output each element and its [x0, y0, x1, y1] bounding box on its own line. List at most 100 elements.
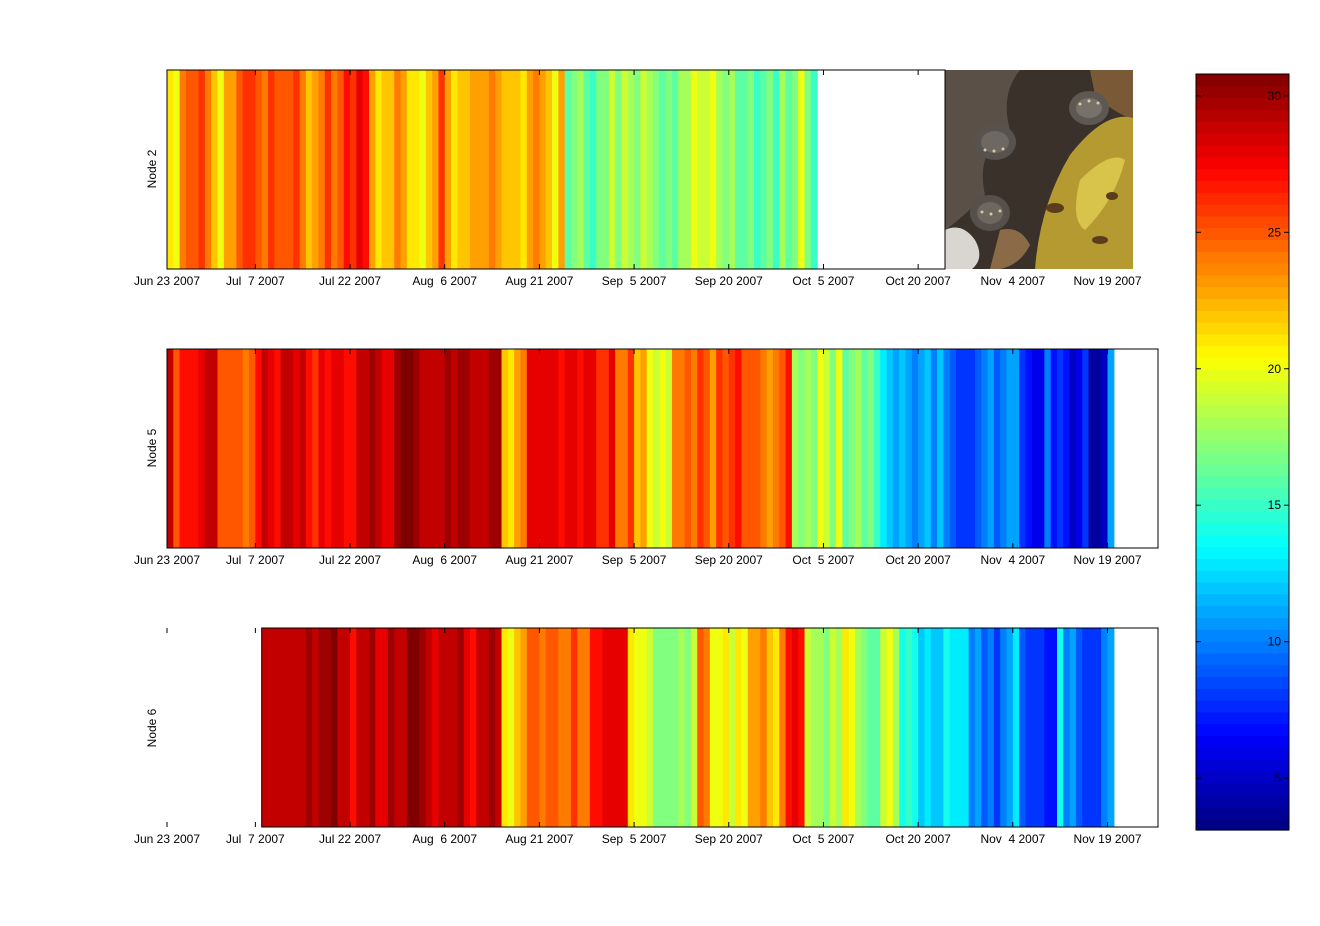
heatmap-cell: [760, 628, 768, 827]
heatmap-cell: [501, 349, 509, 548]
heatmap-cell: [507, 628, 515, 827]
heatmap-cell: [533, 349, 541, 548]
ylabel-node-2: Node 2: [145, 149, 159, 188]
heatmap-cell: [981, 349, 989, 548]
heatmap-cell: [337, 70, 345, 269]
heatmap-cell: [488, 628, 496, 827]
heatmap-cell: [249, 70, 256, 269]
heatmap-cell: [779, 70, 787, 269]
heatmap-cell: [526, 349, 534, 548]
colorbar-swatch: [1196, 263, 1289, 276]
heatmap-cell: [817, 349, 825, 548]
heatmap-cell: [558, 70, 566, 269]
heatmap-cell: [261, 349, 269, 548]
heatmap-cell: [1025, 349, 1033, 548]
heatmap-cell: [545, 628, 553, 827]
heatmap-cell: [375, 349, 383, 548]
colorbar-swatch: [1196, 215, 1289, 229]
heatmap-cells-node-6: [261, 628, 1115, 827]
heatmap-cell: [1050, 628, 1058, 827]
heatmap-cell: [772, 628, 780, 827]
heatmap-cell: [646, 349, 654, 548]
colorbar-swatch: [1196, 85, 1289, 99]
heatmap-cell: [678, 349, 686, 548]
heatmap-cell: [387, 349, 395, 548]
heatmap-cell: [583, 349, 591, 548]
heatmap-cell: [400, 628, 408, 827]
heatmap-cell: [375, 628, 383, 827]
x-tick-label: Jun 23 2007: [134, 832, 200, 846]
heatmap-cell: [987, 349, 995, 548]
heatmap-cell: [432, 349, 440, 548]
heatmap-cell: [684, 628, 692, 827]
heatmap-cell: [962, 349, 970, 548]
heatmap-cell: [791, 70, 799, 269]
heatmap-cell: [167, 70, 174, 269]
heatmap-cell: [1082, 349, 1090, 548]
colorbar-swatch: [1196, 192, 1289, 205]
heatmap-cell: [406, 70, 414, 269]
heatmap-cell: [608, 349, 616, 548]
colorbar-tick-label: 20: [1268, 362, 1282, 376]
heatmap-cell: [457, 349, 465, 548]
heatmap-cell: [911, 628, 919, 827]
heatmap-cell: [469, 70, 477, 269]
heatmap-cell: [905, 349, 913, 548]
heatmap-cell: [558, 349, 566, 548]
heatmap-cell: [810, 628, 818, 827]
heatmap-cell: [261, 628, 269, 827]
heatmap-cell: [318, 349, 326, 548]
heatmap-cell: [785, 70, 793, 269]
x-tick-label: Nov 4 2007: [980, 553, 1045, 567]
heatmap-cell: [993, 349, 1001, 548]
ylabel-node-6: Node 6: [145, 708, 159, 747]
heatmap-cell: [394, 628, 402, 827]
heatmap-cell: [697, 349, 705, 548]
heatmap-cell: [974, 628, 982, 827]
heatmap-cell: [937, 349, 944, 548]
x-tick-label: Sep 20 2007: [695, 274, 763, 288]
heatmap-cell: [937, 628, 944, 827]
heatmap-cell: [905, 628, 913, 827]
heatmap-cell: [299, 349, 307, 548]
heatmap-cell: [741, 70, 749, 269]
heatmap-cell: [451, 349, 458, 548]
heatmap-cell: [406, 628, 414, 827]
heatmap-cell: [583, 628, 591, 827]
heatmap-cell: [299, 628, 307, 827]
heatmap-cell: [331, 70, 339, 269]
colorbar-swatch: [1196, 487, 1289, 500]
heatmap-cell: [400, 349, 408, 548]
x-tick-label: Jul 7 2007: [226, 832, 285, 846]
panel-node-5: Node 5 Jun 23 2007 Jul 7 2007 Jul 22 2007 A…: [134, 348, 1159, 567]
heatmap-cell: [444, 349, 452, 548]
heatmap-cells-node-5: [167, 349, 1115, 548]
colorbar-swatch: [1196, 452, 1289, 465]
x-tick-label: Jul 7 2007: [226, 274, 285, 288]
heatmap-cell: [488, 349, 496, 548]
colorbar-tick-label: 10: [1268, 635, 1282, 649]
heatmap-cell: [621, 349, 629, 548]
heatmap-cell: [867, 349, 875, 548]
x-tick-label: Aug 21 2007: [505, 832, 573, 846]
heatmap-cell: [501, 628, 509, 827]
heatmap-cell: [602, 70, 610, 269]
heatmap-cell: [350, 349, 357, 548]
heatmap-cell: [716, 349, 724, 548]
heatmap-cell: [1031, 628, 1039, 827]
heatmap-cell: [665, 70, 673, 269]
heatmap-cell: [507, 70, 515, 269]
axes-frame-node-5: [166, 348, 1159, 549]
heatmap-cell: [659, 628, 667, 827]
colorbar-swatch: [1196, 475, 1289, 489]
heatmap-cell: [368, 70, 376, 269]
heatmap-cell: [627, 70, 635, 269]
colorbar-swatch: [1196, 381, 1289, 394]
heatmap-cell: [173, 70, 181, 269]
heatmap-cell: [589, 349, 597, 548]
heatmap-cell: [735, 70, 742, 269]
x-tick-label: Oct 20 2007: [885, 553, 951, 567]
heatmap-cell: [343, 628, 351, 827]
heatmap-cell: [596, 628, 604, 827]
colorbar-swatch: [1196, 735, 1289, 748]
